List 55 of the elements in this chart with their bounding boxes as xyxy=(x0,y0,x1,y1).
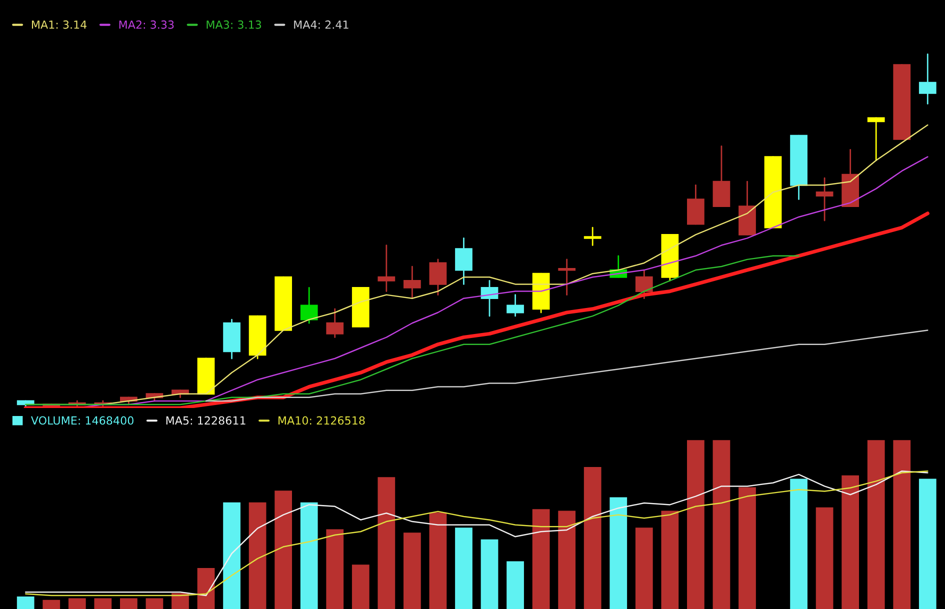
bar xyxy=(455,528,472,609)
bar xyxy=(635,528,653,609)
legend-label: MA3: 3.13 xyxy=(206,20,262,29)
legend-label: VOLUME: 1468400 xyxy=(30,416,134,425)
bar xyxy=(558,510,576,609)
bar xyxy=(506,561,524,609)
bar xyxy=(16,596,34,609)
legend-label: MA2: 3.33 xyxy=(119,20,174,29)
candlestick xyxy=(635,269,653,300)
bar xyxy=(172,593,189,609)
bar xyxy=(816,507,834,609)
bar xyxy=(480,539,498,609)
candlestick xyxy=(326,308,344,338)
bar xyxy=(893,440,911,609)
candlestick xyxy=(378,244,396,292)
bar xyxy=(248,502,266,609)
bar xyxy=(584,467,602,609)
bar xyxy=(326,529,344,609)
legend-label: MA4: 2.41 xyxy=(294,20,348,29)
bar xyxy=(867,440,885,609)
candlestick xyxy=(584,226,602,246)
bar xyxy=(197,568,215,609)
bar xyxy=(842,475,860,609)
bar xyxy=(918,478,936,609)
bar xyxy=(404,532,421,609)
candlestick xyxy=(558,258,576,296)
candlestick xyxy=(300,287,318,324)
legend-label: MA5: 1228611 xyxy=(166,416,246,425)
bar xyxy=(429,512,447,609)
bar xyxy=(120,598,138,609)
bar xyxy=(378,477,396,609)
candlestick xyxy=(455,238,472,285)
legend-label: MA1: 3.14 xyxy=(32,20,87,29)
candlestick xyxy=(918,54,936,104)
bar xyxy=(661,510,679,609)
bar xyxy=(532,509,550,609)
bar xyxy=(352,564,370,609)
candlestick xyxy=(867,117,885,162)
bar xyxy=(610,497,628,609)
bar xyxy=(738,487,756,609)
candlestick xyxy=(816,177,834,222)
bar xyxy=(687,440,704,609)
bar xyxy=(68,598,86,609)
bar xyxy=(712,440,730,609)
bar xyxy=(223,502,240,609)
candlestick xyxy=(506,294,524,317)
legend-label: MA10: 2126518 xyxy=(278,416,365,425)
bar xyxy=(42,600,60,609)
candlestick xyxy=(404,266,421,300)
bar xyxy=(146,598,164,609)
candlestick xyxy=(429,258,447,296)
bar xyxy=(94,598,112,609)
bar xyxy=(274,490,292,609)
bar xyxy=(790,478,808,609)
bar xyxy=(300,502,318,609)
